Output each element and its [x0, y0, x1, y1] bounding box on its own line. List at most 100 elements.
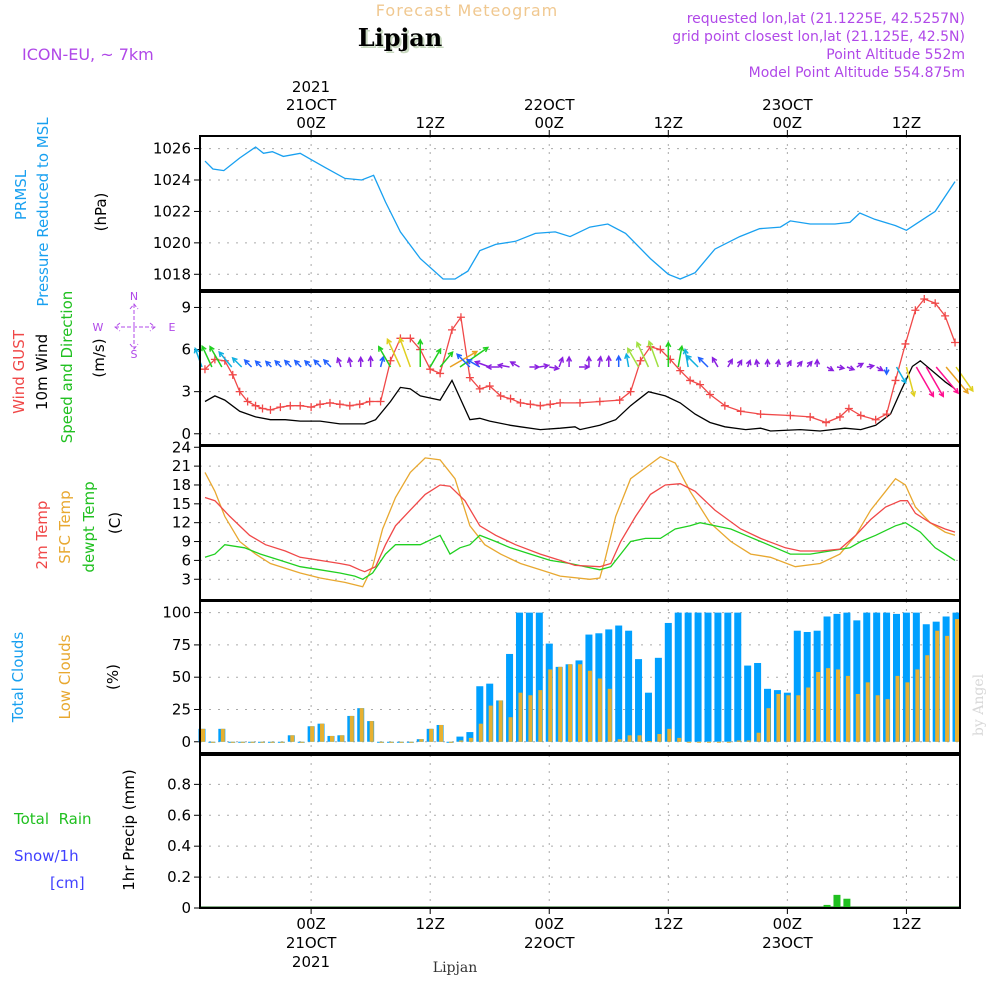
total-cloud-bar	[525, 612, 533, 742]
gust-marker	[951, 338, 960, 347]
dewpt-label: dewpt Temp	[80, 481, 98, 572]
top-year-label: 2021	[292, 78, 330, 96]
wind-label: 10m Wind	[33, 334, 51, 410]
total-cloud-bar	[724, 612, 732, 742]
wind-arrow-icon	[398, 336, 412, 368]
requested-coords: requested lon,lat (21.1225E, 42.5257N)	[687, 11, 965, 27]
gust-marker	[365, 397, 374, 406]
grid-point-coords: grid point closest lon,lat (21.125E, 42.…	[672, 29, 965, 45]
low-cloud-bar	[925, 655, 930, 742]
wind-arrow-icon	[429, 347, 442, 368]
low-cloud-bar	[915, 669, 920, 742]
pressure-label: Pressure Reduced to MSL	[34, 117, 52, 307]
wind-arrow-icon	[895, 366, 907, 385]
low-cloud-bar	[320, 723, 325, 742]
total-cloud-bar	[754, 662, 762, 742]
wind-arrow-icon	[627, 347, 640, 368]
total-cloud-bar	[902, 612, 910, 742]
gust-marker	[448, 325, 457, 334]
y-tick-label: 1024	[153, 171, 191, 189]
gust-marker	[756, 410, 765, 419]
gust-marker	[844, 404, 853, 413]
y-tick-label: 18	[172, 476, 191, 494]
precip-panel: 0 0.2 0.4 0.6 0.8	[167, 754, 961, 917]
precip-unit: 1hr Precip (mm)	[120, 769, 138, 890]
wind-arrow-icon	[283, 359, 292, 368]
gust-marker	[686, 376, 695, 385]
gust-marker	[626, 387, 635, 396]
gust-marker	[871, 415, 880, 424]
low-cloud-bar	[895, 675, 900, 742]
gust-marker	[345, 401, 354, 410]
low-cloud-bar	[488, 705, 493, 742]
y-tick-label: 0.4	[167, 837, 191, 855]
gust-marker	[576, 398, 584, 407]
low-cloud-bar	[508, 717, 513, 742]
total-clouds-label: Total Clouds	[9, 632, 27, 724]
low-cloud-bar	[597, 678, 602, 742]
wind-arrow-icon	[367, 355, 374, 367]
pressure-frame	[199, 135, 961, 291]
top-date-label: 22OCT	[524, 96, 575, 114]
t2m-label: 2m Temp	[33, 501, 51, 570]
wind-arrow-icon	[764, 358, 771, 367]
precip-panel-labels: Total Rain Snow/1h [cm] 1hr Precip (mm)	[13, 769, 138, 892]
low-cloud-bar	[756, 732, 761, 742]
bottom-date-label: 23OCT	[762, 934, 813, 952]
gust-marker	[931, 299, 940, 308]
wind-arrow-icon	[201, 344, 213, 368]
low-cloud-bar	[310, 726, 315, 742]
total-cloud-bar	[654, 657, 662, 742]
low-cloud-bar	[399, 741, 404, 743]
wind-frame	[199, 291, 961, 446]
low-cloud-bar	[607, 688, 612, 742]
low-cloud-bar	[290, 735, 295, 742]
wind-arrow-icon	[605, 354, 612, 367]
gust-marker	[526, 400, 535, 409]
wind-arrow-icon	[945, 366, 969, 395]
y-tick-label: 9	[181, 533, 191, 551]
low-cloud-bar	[468, 737, 473, 742]
low-cloud-bar	[955, 619, 960, 742]
low-cloud-bar	[369, 721, 374, 742]
wind-arrow-icon	[539, 363, 550, 370]
compass-icon: N S W E	[93, 290, 176, 361]
y-tick-label: 12	[172, 514, 191, 532]
compass-w: W	[93, 321, 104, 334]
low-cloud-bar	[826, 668, 831, 742]
low-cloud-bar	[578, 664, 583, 742]
wind-panel: 0 3 6 9	[181, 291, 974, 446]
low-cloud-bar	[587, 670, 592, 742]
gust-marker	[266, 405, 275, 414]
low-cloud-bar	[786, 695, 791, 742]
wind-unit: (m/s)	[90, 338, 108, 377]
t2m-line	[204, 483, 956, 573]
y-tick-label: 15	[172, 495, 191, 513]
wind-arrow-icon	[925, 366, 945, 398]
total-cloud-bar	[535, 612, 543, 742]
total-cloud-bar	[456, 736, 464, 742]
low-cloud-bar	[240, 741, 245, 743]
model-point-altitude: Model Point Altitude 554.875m	[749, 65, 965, 81]
sfc-temp-line	[204, 455, 956, 588]
total-cloud-bar	[644, 692, 652, 742]
low-cloud-bar	[349, 715, 354, 742]
pressure-panel: 1018 1020 1022 1024 1026	[153, 135, 961, 291]
low-cloud-bar	[935, 630, 940, 742]
y-tick-label: 0.6	[167, 806, 191, 824]
wind-arrow-icon	[915, 366, 935, 398]
y-tick-label: 6	[181, 341, 191, 359]
wind-arrow-icon	[449, 350, 479, 368]
gust-marker	[676, 366, 685, 375]
low-cloud-bar	[270, 741, 275, 743]
wind-arrow-icon	[549, 364, 561, 371]
wind-arrow-icon	[336, 356, 342, 368]
wind-speed-line	[204, 359, 956, 432]
prmsl-line	[204, 146, 956, 280]
total-cloud-bar	[863, 612, 871, 742]
low-cloud-bar	[776, 693, 781, 742]
low-cloud-bar	[746, 740, 751, 742]
total-cloud-bar	[625, 630, 633, 742]
bottom-year-label: 2021	[292, 953, 330, 971]
y-tick-label: 0.2	[167, 868, 191, 886]
